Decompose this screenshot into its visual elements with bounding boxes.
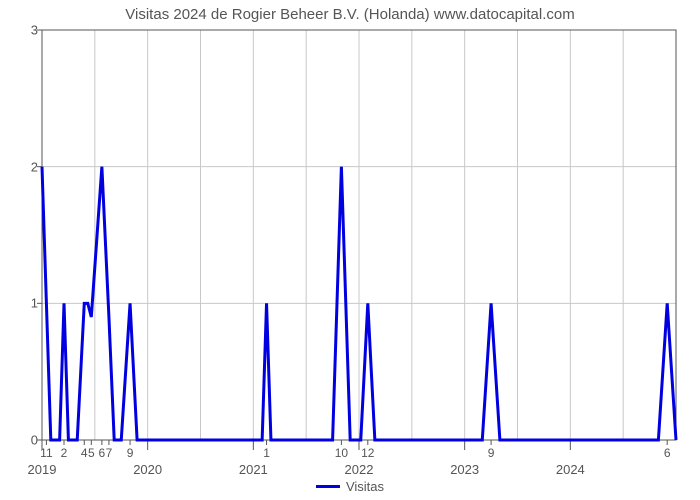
x-minor-tick-label: 1 — [263, 446, 270, 460]
y-tick-label: 0 — [31, 433, 38, 448]
x-minor-tick-label: 2 — [61, 446, 68, 460]
y-tick-label: 3 — [31, 23, 38, 38]
x-major-tick-label: 2019 — [28, 462, 57, 477]
x-minor-tick-label: 4 — [81, 446, 88, 460]
legend-label: Visitas — [346, 479, 384, 494]
x-minor-tick-label: 6 — [664, 446, 671, 460]
x-minor-tick-label: 9 — [127, 446, 134, 460]
x-minor-tick-label: 12 — [361, 446, 374, 460]
chart-title: Visitas 2024 de Rogier Beheer B.V. (Hola… — [0, 0, 700, 23]
x-minor-tick-label: 7 — [106, 446, 113, 460]
y-tick-label: 1 — [31, 296, 38, 311]
chart-svg — [42, 30, 676, 440]
x-major-tick-label: 2020 — [133, 462, 162, 477]
x-major-tick-label: 2022 — [345, 462, 374, 477]
chart-area — [42, 30, 676, 440]
x-major-tick-label: 2023 — [450, 462, 479, 477]
legend: Visitas — [316, 479, 384, 494]
x-minor-tick-label: 10 — [335, 446, 348, 460]
x-minor-tick-label: 9 — [488, 446, 495, 460]
x-minor-tick-label: 11 — [40, 446, 52, 460]
x-major-tick-label: 2024 — [556, 462, 585, 477]
y-tick-label: 2 — [31, 159, 38, 174]
legend-swatch — [316, 485, 340, 488]
x-major-tick-label: 2021 — [239, 462, 268, 477]
x-minor-tick-label: 6 — [99, 446, 106, 460]
x-minor-tick-label: 5 — [88, 446, 95, 460]
